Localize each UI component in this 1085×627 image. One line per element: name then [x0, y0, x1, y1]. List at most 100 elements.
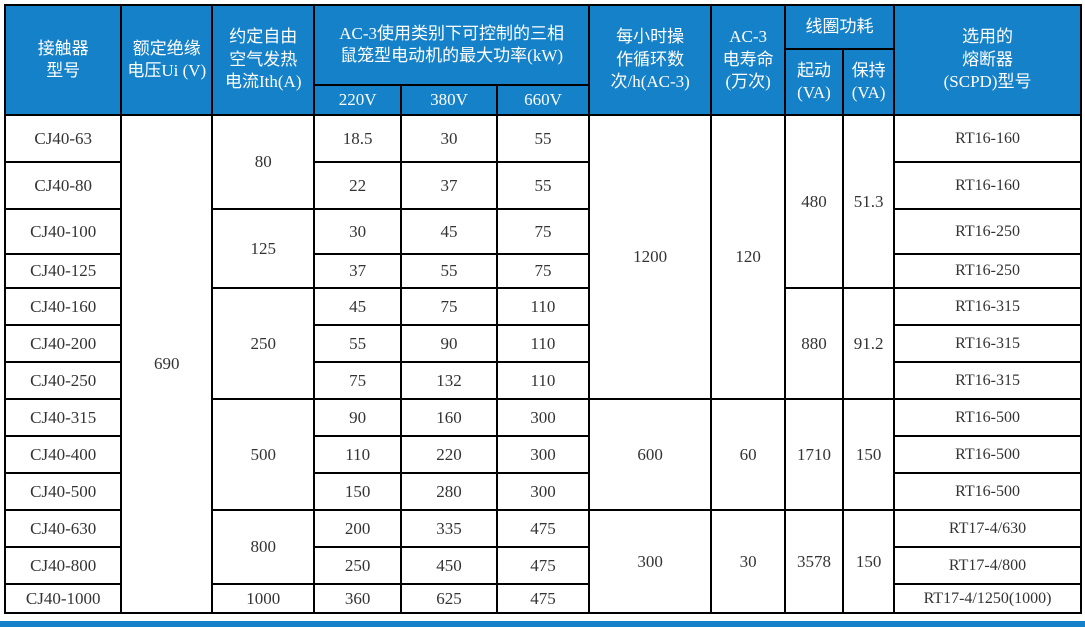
fuse-cell: RT16-500	[893, 435, 1082, 474]
header-life: AC-3 电寿命 (万次)	[710, 4, 786, 116]
header-row-2: 起动 (VA) 保持 (VA)	[5, 48, 1081, 116]
table-row: CJ40-80 22 37 55 RT16-160	[3, 161, 1082, 210]
table-row: CJ40-800 250 450 475 RT17-4/800	[3, 546, 1082, 585]
p220-cell: 22	[313, 161, 403, 210]
p660-cell: 475	[496, 546, 590, 585]
life-cell: 120	[710, 114, 786, 400]
model-cell: CJ40-160	[3, 287, 123, 326]
model-cell: CJ40-125	[3, 253, 123, 289]
fuse-cell: RT16-315	[893, 287, 1082, 326]
p380-cell: 132	[400, 361, 499, 400]
fuse-cell: RT16-500	[893, 472, 1082, 511]
fuse-cell: RT16-160	[893, 161, 1082, 210]
p660-cell: 110	[496, 361, 590, 400]
header-power-group: AC-3使用类别下可控制的三相 鼠笼型电动机的最大功率(kW)	[313, 4, 590, 86]
coil-start-cell: 480	[783, 114, 845, 289]
table-row: CJ40-63 690 80 18.5 30 55 1200 120 480 5…	[3, 114, 1082, 614]
fuse-cell: RT16-500	[893, 398, 1082, 437]
coil-hold-cell: 51.3	[842, 114, 896, 289]
p660-cell: 475	[496, 583, 590, 614]
p660-cell: 110	[496, 287, 590, 326]
p220-cell: 150	[313, 472, 403, 511]
header-coil-group: 线圈功耗	[783, 4, 896, 50]
fuse-cell: RT16-160	[893, 114, 1082, 163]
p220-cell: 110	[313, 435, 403, 474]
table-row: CJ40-630 800 200 335 475 300 30 3578 150…	[3, 509, 1082, 614]
coil-hold-cell: 150	[842, 509, 896, 614]
coil-hold-cell: 150	[842, 398, 896, 511]
p660-cell: 475	[496, 509, 590, 548]
fuse-cell: RT16-315	[893, 324, 1082, 363]
ith-cell: 125	[211, 208, 316, 289]
model-cell: CJ40-100	[3, 208, 123, 255]
cycles-cell: 1200	[587, 114, 713, 400]
p380-cell: 45	[400, 208, 499, 255]
table-row: CJ40-315 500 90 160 300 600 60 1710 150 …	[3, 398, 1082, 511]
p220-cell: 200	[313, 509, 403, 548]
fuse-cell: RT16-250	[893, 208, 1082, 255]
table-row: CJ40-400 110 220 300 RT16-500	[3, 435, 1082, 474]
header-model: 接触器 型号	[3, 4, 123, 116]
header-rated-voltage: 额定绝缘 电压Ui (V)	[120, 4, 214, 116]
table-row: CJ40-1000 1000 360 625 475 RT17-4/1250(1…	[3, 583, 1082, 614]
coil-start-cell: 880	[783, 287, 845, 400]
model-cell: CJ40-400	[3, 435, 123, 474]
p660-cell: 300	[496, 398, 590, 437]
p220-cell: 45	[313, 287, 403, 326]
ith-cell: 800	[211, 509, 316, 585]
p380-cell: 335	[400, 509, 499, 548]
p380-cell: 90	[400, 324, 499, 363]
model-cell: CJ40-800	[3, 546, 123, 585]
header-fuse: 选用的 熔断器 (SCPD)型号	[893, 4, 1082, 116]
p220-cell: 360	[313, 583, 403, 614]
page: 接触器 型号 额定绝缘 电压Ui (V) 约定自由 空气发热 电流Ith(A) …	[3, 4, 1082, 614]
p660-cell: 110	[496, 324, 590, 363]
p380-cell: 75	[400, 287, 499, 326]
p660-cell: 55	[496, 161, 590, 210]
header-660v: 660V	[496, 84, 590, 116]
cycles-cell: 300	[587, 509, 713, 614]
table-row: CJ40-160 250 45 75 110 880 91.2 RT16-315	[3, 287, 1082, 400]
header-row-1: 接触器 型号 额定绝缘 电压Ui (V) 约定自由 空气发热 电流Ith(A) …	[3, 4, 1082, 116]
table-row: CJ40-500 150 280 300 RT16-500	[3, 472, 1082, 511]
fuse-cell: RT17-4/1250(1000)	[893, 583, 1082, 614]
header-coil-start: 起动 (VA)	[783, 48, 845, 116]
header-220v: 220V	[313, 84, 403, 116]
header-cycles: 每小时操 作循环数 次/h(AC-3)	[587, 4, 713, 116]
ith-cell: 80	[211, 114, 316, 210]
model-cell: CJ40-63	[3, 114, 123, 163]
ith-cell: 500	[211, 398, 316, 511]
table-row: CJ40-250 75 132 110 RT16-315	[3, 361, 1082, 400]
fuse-cell: RT17-4/630	[893, 509, 1082, 548]
header-row-3: 220V 380V 660V	[5, 84, 1081, 116]
p380-cell: 220	[400, 435, 499, 474]
model-cell: CJ40-630	[3, 509, 123, 548]
p380-cell: 37	[400, 161, 499, 210]
fuse-cell: RT16-315	[893, 361, 1082, 400]
p220-cell: 55	[313, 324, 403, 363]
table-row: CJ40-125 37 55 75 RT16-250	[3, 253, 1082, 289]
bottom-blue-bar	[0, 621, 1085, 627]
p660-cell: 75	[496, 208, 590, 255]
model-cell: CJ40-500	[3, 472, 123, 511]
p220-cell: 37	[313, 253, 403, 289]
life-cell: 60	[710, 398, 786, 511]
coil-start-cell: 1710	[783, 398, 845, 511]
p660-cell: 300	[496, 472, 590, 511]
ith-cell: 1000	[211, 583, 316, 614]
model-cell: CJ40-315	[3, 398, 123, 437]
p220-cell: 75	[313, 361, 403, 400]
contactor-spec-table: 接触器 型号 额定绝缘 电压Ui (V) 约定自由 空气发热 电流Ith(A) …	[3, 4, 1082, 614]
p380-cell: 625	[400, 583, 499, 614]
model-cell: CJ40-80	[3, 161, 123, 210]
p380-cell: 450	[400, 546, 499, 585]
coil-start-cell: 3578	[783, 509, 845, 614]
fuse-cell: RT17-4/800	[893, 546, 1082, 585]
model-cell: CJ40-250	[3, 361, 123, 400]
model-cell: CJ40-1000	[3, 583, 123, 614]
p220-cell: 250	[313, 546, 403, 585]
p660-cell: 300	[496, 435, 590, 474]
p660-cell: 75	[496, 253, 590, 289]
rated-voltage-cell: 690	[120, 114, 214, 614]
p380-cell: 280	[400, 472, 499, 511]
